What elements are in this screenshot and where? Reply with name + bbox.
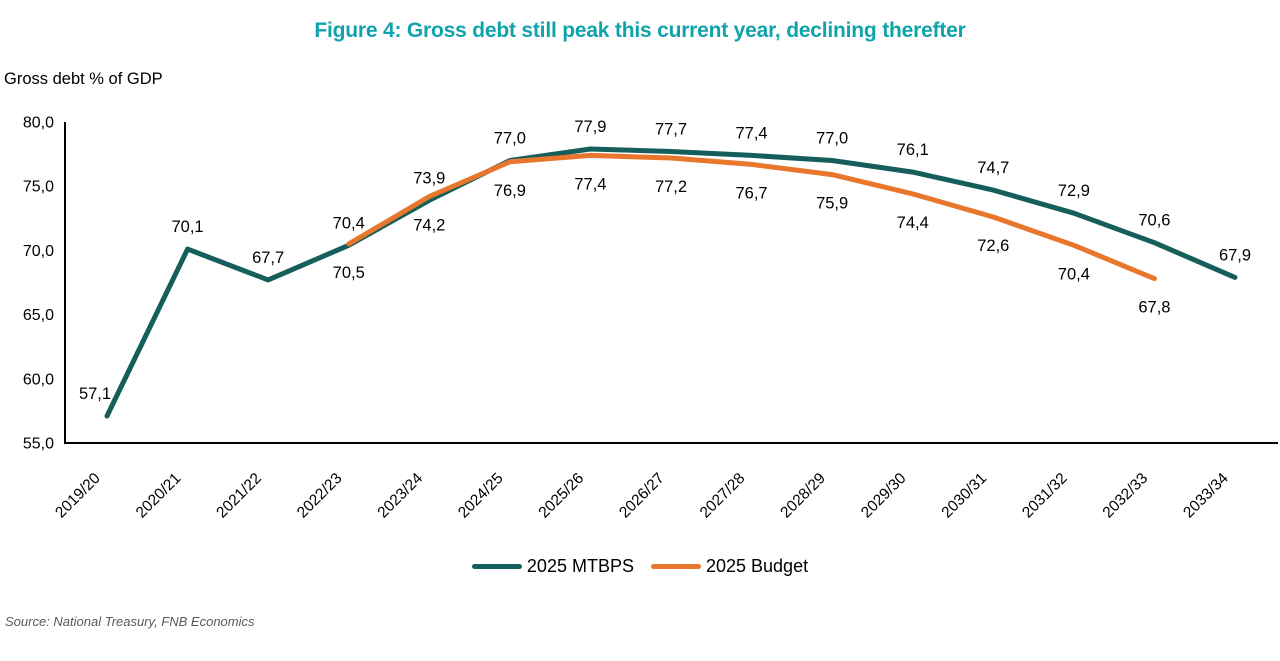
legend: 2025 MTBPS 2025 Budget [0,556,1280,577]
legend-label-budget: 2025 Budget [705,556,809,576]
data-label: 74,2 [413,216,445,234]
x-tick-label: 2024/25 [455,470,507,522]
data-label: 77,2 [655,178,687,196]
data-label: 73,9 [413,169,445,187]
x-tick-label: 2021/22 [213,470,265,522]
y-tick-label: 55,0 [23,436,54,453]
source-note: Source: National Treasury, FNB Economics [5,614,255,629]
y-tick-label: 60,0 [23,371,54,388]
legend-swatch-budget-line [650,564,701,569]
data-label: 77,4 [736,124,768,142]
x-tick-label: 2026/27 [616,470,668,522]
x-tick-label: 2020/21 [133,470,185,522]
x-tick-label: 2025/26 [536,470,588,522]
data-label: 70,4 [333,214,365,232]
y-axis-title: Gross debt % of GDP [4,70,163,88]
x-tick-label: 2023/24 [374,470,426,522]
data-label: 70,5 [333,264,365,282]
x-tick-label: 2029/30 [858,470,910,522]
y-tick-label: 80,0 [23,115,54,132]
data-label: 77,7 [655,121,687,139]
data-label: 67,7 [252,249,284,267]
y-tick-label: 65,0 [23,307,54,324]
data-label: 74,4 [897,214,929,232]
x-tick-label: 2028/29 [777,470,829,522]
x-tick-label: 2033/34 [1180,470,1232,522]
y-tick-label: 70,0 [23,243,54,260]
data-label: 76,1 [897,141,929,159]
series-line-mtbps [104,146,1238,419]
data-label: 70,1 [172,218,204,236]
data-label: 77,4 [574,175,606,193]
series-line-budget [346,152,1157,282]
legend-item-budget: 2025 Budget [650,556,809,577]
x-tick-label: 2031/32 [1019,470,1071,522]
data-label: 76,7 [736,184,768,202]
data-label: 74,7 [977,159,1009,177]
data-label: 67,9 [1219,246,1251,264]
legend-item-mtbps: 2025 MTBPS [471,556,634,577]
x-tick-label: 2030/31 [938,470,990,522]
x-tick-label: 2032/33 [1100,470,1152,522]
data-label: 67,8 [1138,299,1170,317]
data-label: 76,9 [494,182,526,200]
data-label: 77,0 [494,130,526,148]
axis-lines [64,122,1278,444]
data-label: 75,9 [816,195,848,213]
data-label: 57,1 [79,385,111,403]
chart-title: Figure 4: Gross debt still peak this cur… [314,19,966,42]
data-label: 72,9 [1058,182,1090,200]
x-tick-label: 2019/20 [52,470,104,522]
data-label: 77,9 [574,118,606,136]
y-tick-label: 75,0 [23,179,54,196]
legend-swatch-mtbps-line [471,564,522,569]
data-label: 72,6 [977,237,1009,255]
data-label: 77,0 [816,130,848,148]
legend-label-mtbps: 2025 MTBPS [526,556,634,576]
data-label: 70,6 [1138,212,1170,230]
data-label: 70,4 [1058,265,1090,283]
x-tick-label: 2022/23 [294,470,346,522]
x-tick-label: 2027/28 [697,470,749,522]
